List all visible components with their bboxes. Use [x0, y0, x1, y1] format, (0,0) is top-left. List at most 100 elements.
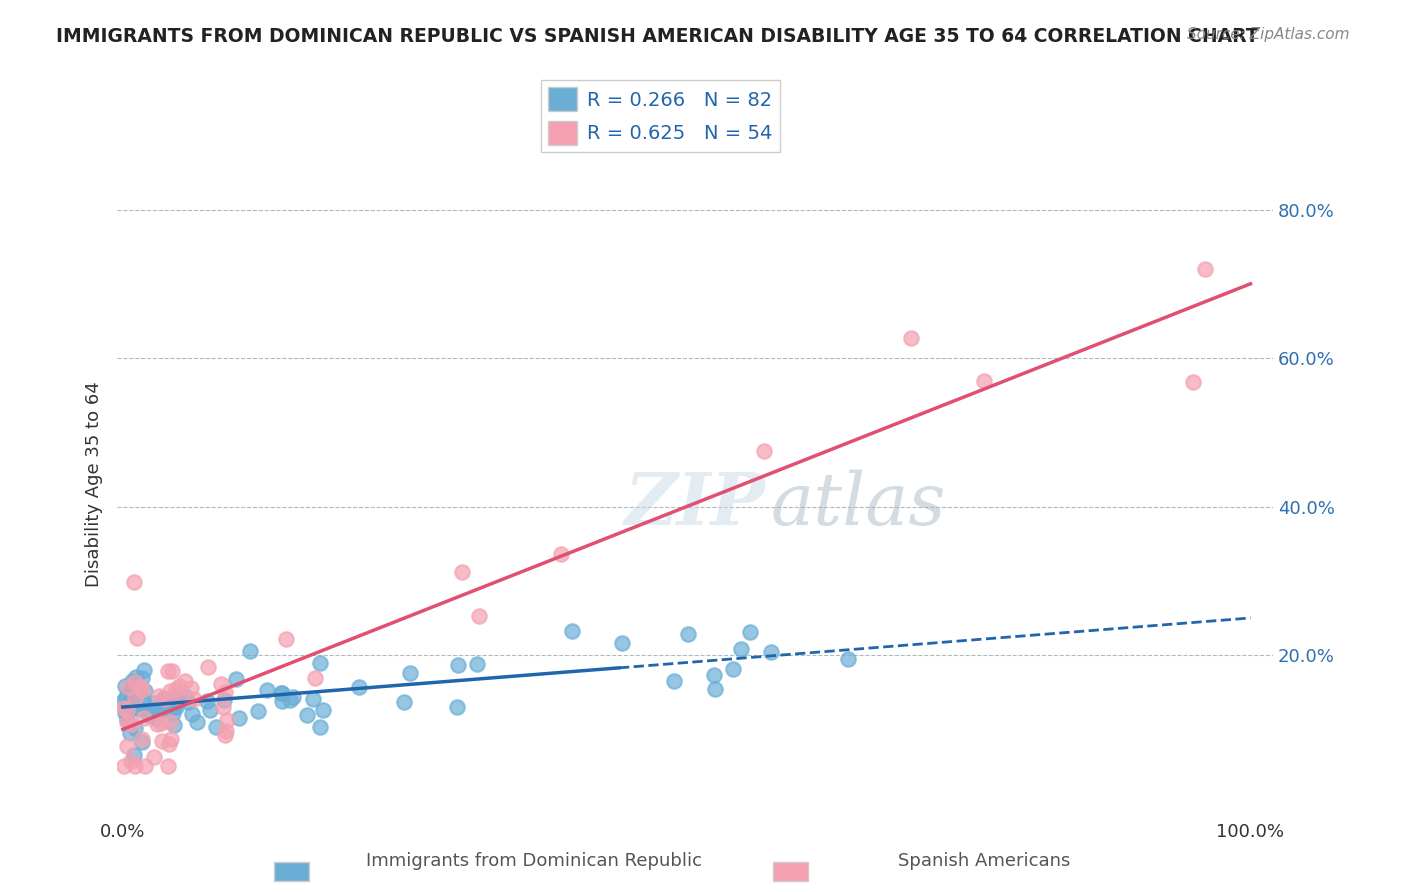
Text: Immigrants from Dominican Republic: Immigrants from Dominican Republic: [367, 852, 702, 870]
Legend: R = 0.266   N = 82, R = 0.625   N = 54: R = 0.266 N = 82, R = 0.625 N = 54: [540, 79, 780, 153]
Point: [165, 700, 187, 714]
Point: [398, 666, 420, 681]
Point: [132, 693, 155, 707]
Point: [195, 694, 218, 708]
Point: [160, 731, 183, 746]
Text: IMMIGRANTS FROM DOMINICAN REPUBLIC VS SPANISH AMERICAN DISABILITY AGE 35 TO 64 C: IMMIGRANTS FROM DOMINICAN REPUBLIC VS SP…: [56, 27, 1258, 45]
Point: [676, 626, 699, 640]
Point: [446, 699, 468, 714]
Point: [112, 701, 135, 715]
Point: [212, 700, 235, 714]
Point: [186, 714, 208, 729]
Point: [738, 624, 761, 639]
Point: [170, 691, 193, 706]
Point: [122, 681, 145, 696]
Point: [153, 693, 176, 707]
Point: [157, 737, 180, 751]
Point: [181, 706, 204, 721]
Point: [225, 673, 247, 687]
Point: [115, 713, 138, 727]
Point: [114, 679, 136, 693]
Point: [115, 701, 138, 715]
Point: [1182, 375, 1205, 389]
Point: [308, 720, 330, 734]
Point: [125, 670, 148, 684]
Point: [121, 674, 143, 689]
Point: [160, 664, 183, 678]
Point: [256, 683, 278, 698]
Point: [465, 657, 488, 672]
Point: [124, 759, 146, 773]
Point: [550, 548, 572, 562]
Point: [134, 684, 156, 698]
Point: [131, 682, 153, 697]
Point: [145, 702, 167, 716]
Point: [157, 759, 180, 773]
Point: [347, 680, 370, 694]
Point: [212, 693, 235, 707]
Point: [117, 695, 139, 709]
Point: [309, 656, 332, 670]
Point: [312, 703, 335, 717]
Point: [114, 706, 136, 721]
Point: [198, 702, 221, 716]
Point: [146, 712, 169, 726]
Point: [163, 690, 186, 704]
Point: [112, 693, 135, 707]
Point: [163, 718, 186, 732]
Point: [120, 717, 142, 731]
Point: [163, 699, 186, 714]
Point: [297, 708, 319, 723]
Point: [209, 677, 232, 691]
Point: [120, 754, 142, 768]
Point: [143, 750, 166, 764]
Point: [128, 702, 150, 716]
Point: [153, 702, 176, 716]
Point: [837, 652, 859, 666]
Point: [239, 644, 262, 658]
Point: [152, 690, 174, 705]
Point: [274, 632, 297, 647]
Point: [122, 684, 145, 698]
Point: [214, 728, 236, 742]
Point: [120, 692, 142, 706]
Point: [973, 374, 995, 388]
Text: atlas: atlas: [770, 469, 946, 540]
Point: [205, 720, 228, 734]
Point: [149, 716, 172, 731]
Point: [450, 565, 472, 579]
Point: [156, 691, 179, 706]
Point: [270, 693, 292, 707]
Point: [214, 684, 236, 698]
Point: [159, 715, 181, 730]
Point: [165, 694, 187, 708]
Point: [153, 692, 176, 706]
Point: [612, 636, 634, 650]
Point: [117, 680, 139, 694]
Point: [215, 713, 238, 727]
Text: ZIP: ZIP: [624, 469, 765, 540]
Point: [165, 682, 187, 697]
Point: [162, 706, 184, 720]
Point: [156, 664, 179, 678]
Point: [900, 331, 922, 345]
Point: [759, 645, 782, 659]
Point: [124, 721, 146, 735]
Point: [392, 695, 415, 709]
Point: [1194, 262, 1216, 277]
Text: Source: ZipAtlas.com: Source: ZipAtlas.com: [1187, 27, 1350, 42]
Point: [561, 624, 583, 638]
Point: [115, 715, 138, 730]
Point: [146, 717, 169, 731]
Point: [281, 690, 304, 705]
Point: [124, 675, 146, 690]
Point: [183, 691, 205, 706]
Point: [447, 658, 470, 673]
Point: [115, 703, 138, 717]
Point: [114, 690, 136, 705]
Point: [270, 686, 292, 700]
Point: [730, 642, 752, 657]
Point: [117, 739, 139, 753]
Point: [148, 689, 170, 703]
Point: [112, 759, 135, 773]
